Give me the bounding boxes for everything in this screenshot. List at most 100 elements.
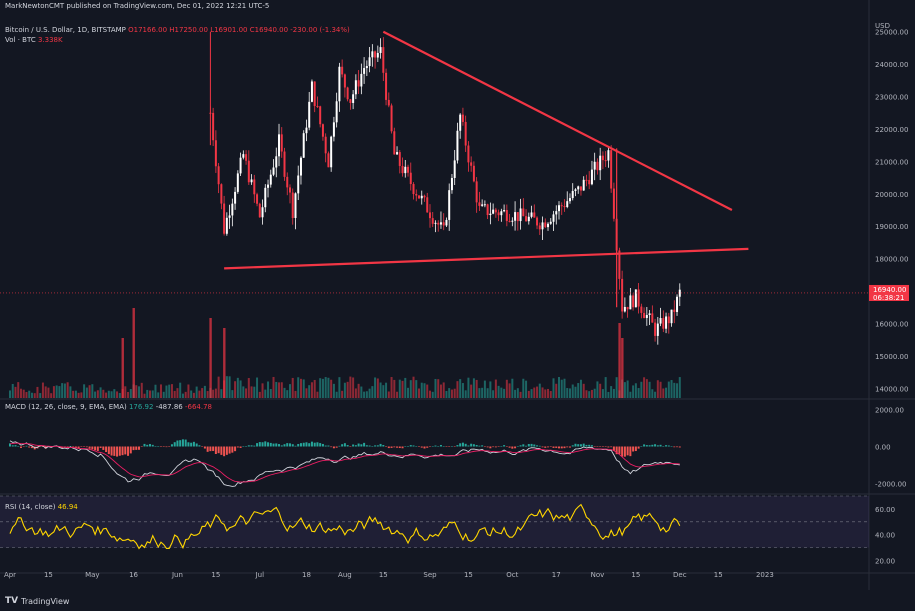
candle-body bbox=[665, 316, 668, 329]
macd-hist-bar bbox=[280, 445, 283, 447]
volume-bar bbox=[398, 379, 401, 398]
volume-bar bbox=[585, 390, 588, 398]
candle-body bbox=[456, 130, 459, 161]
macd-hist-bar bbox=[9, 443, 11, 447]
macd-hist-bar bbox=[390, 446, 393, 448]
macd-hist-bar bbox=[267, 442, 270, 447]
macd-hist-bar bbox=[582, 443, 585, 447]
candle-body bbox=[365, 66, 368, 69]
candle-body bbox=[308, 101, 311, 128]
volume-bar bbox=[50, 393, 53, 398]
macd-hist-bar bbox=[593, 446, 596, 447]
open-value: O17166.00 bbox=[128, 26, 168, 34]
macd-hist-bar bbox=[316, 442, 319, 447]
macd-hist-bar bbox=[148, 444, 151, 447]
macd-hist-bar bbox=[415, 446, 418, 447]
candle-body bbox=[527, 216, 530, 222]
candle-body bbox=[533, 212, 536, 218]
volume-bar bbox=[63, 383, 66, 398]
candle-body bbox=[670, 309, 673, 324]
candle-body bbox=[590, 169, 593, 185]
macd-hist-bar bbox=[621, 446, 624, 457]
macd-hist-bar bbox=[30, 446, 33, 449]
candle-body bbox=[516, 212, 519, 222]
tradingview-footer[interactable]: 𝗧𝗩 TradingView bbox=[5, 596, 69, 606]
macd-hist-bar bbox=[423, 446, 426, 449]
volume-bar bbox=[346, 381, 349, 398]
candle-body bbox=[343, 74, 346, 88]
volume-bar bbox=[549, 391, 552, 398]
macd-hist-bar bbox=[401, 446, 404, 449]
macd-hist-bar bbox=[549, 446, 552, 447]
volume-bar bbox=[203, 385, 206, 398]
candle-body bbox=[596, 161, 599, 171]
volume-bar bbox=[135, 385, 138, 398]
candle-body bbox=[626, 306, 629, 310]
candle-body bbox=[514, 212, 517, 221]
volume-bar bbox=[470, 384, 473, 398]
macd-hist-bar bbox=[338, 445, 341, 447]
macd-hist-bar bbox=[651, 444, 654, 447]
macd-hist-bar bbox=[656, 445, 659, 447]
candle-body bbox=[445, 219, 448, 226]
macd-hist-bar bbox=[203, 446, 206, 449]
volume-bar bbox=[442, 382, 445, 398]
volume-label: Vol · BTC bbox=[5, 36, 36, 44]
macd-hist-bar bbox=[253, 445, 256, 447]
candle-body bbox=[588, 179, 591, 185]
low-value: L16901.00 bbox=[210, 26, 248, 34]
time-tick-label: Apr bbox=[4, 571, 16, 579]
macd-hist-bar bbox=[272, 443, 275, 447]
volume-bar bbox=[258, 391, 261, 398]
candle-body bbox=[396, 152, 399, 155]
macd-hist-bar bbox=[94, 446, 97, 451]
volume-bar bbox=[401, 380, 404, 398]
time-tick-label: 2023 bbox=[756, 571, 774, 579]
macd-hist-bar bbox=[181, 439, 184, 447]
macd-hist-bar bbox=[14, 445, 17, 447]
volume-bar bbox=[483, 380, 486, 398]
volume-bar bbox=[118, 393, 121, 398]
volume-bar bbox=[352, 377, 355, 398]
volume-bar bbox=[382, 385, 385, 398]
candle-body bbox=[464, 121, 467, 146]
volume-value: 3.338K bbox=[37, 36, 63, 44]
candle-body bbox=[431, 218, 434, 224]
volume-bar bbox=[220, 389, 223, 398]
volume-bar bbox=[459, 379, 462, 398]
candle-body bbox=[500, 211, 503, 216]
volume-bar bbox=[667, 381, 670, 398]
candle-body bbox=[442, 222, 445, 226]
volume-bar bbox=[676, 383, 679, 398]
candle-body bbox=[247, 160, 250, 183]
volume-bar bbox=[563, 378, 566, 398]
volume-bar bbox=[264, 389, 267, 398]
volume-bar bbox=[30, 392, 33, 398]
candle-body bbox=[637, 289, 640, 307]
volume-bar bbox=[423, 383, 426, 398]
volume-bar bbox=[505, 379, 508, 398]
symbol-title: Bitcoin / U.S. Dollar, 1D, BITSTAMP bbox=[5, 26, 126, 34]
candle-body bbox=[549, 221, 552, 224]
volume-bar bbox=[648, 381, 651, 398]
volume-bar bbox=[371, 386, 374, 398]
candle-body bbox=[319, 106, 322, 125]
macd-hist-bar bbox=[483, 446, 486, 448]
macd-hist-bar bbox=[456, 445, 459, 447]
volume-bar bbox=[489, 381, 492, 398]
volume-bar bbox=[558, 377, 560, 398]
volume-bar bbox=[412, 376, 415, 398]
candle-body bbox=[385, 72, 388, 100]
volume-bar bbox=[214, 388, 217, 398]
volume-bar bbox=[368, 388, 371, 398]
macd-hist-bar bbox=[335, 446, 338, 448]
candle-body bbox=[374, 51, 377, 58]
macd-hist-bar bbox=[165, 446, 168, 448]
volume-bar bbox=[527, 390, 530, 398]
candle-body bbox=[459, 114, 462, 131]
macd-hist-bar bbox=[431, 446, 434, 447]
macd-hist-bar bbox=[223, 446, 226, 457]
macd-hist-bar bbox=[612, 446, 615, 451]
candle-body bbox=[519, 208, 522, 222]
